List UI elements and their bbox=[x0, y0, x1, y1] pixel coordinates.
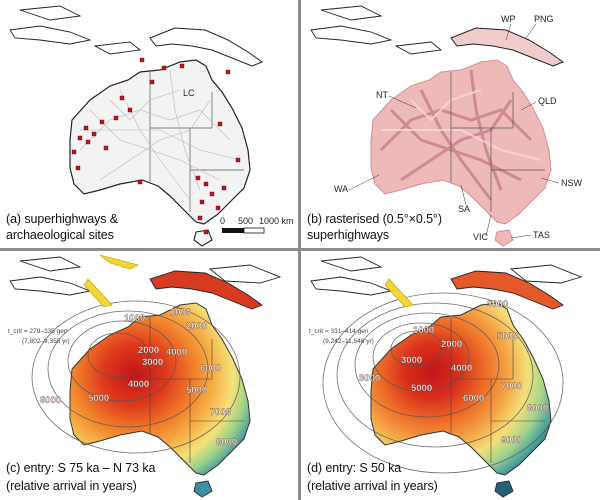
entry-arrow bbox=[384, 278, 414, 308]
tcrit-c-line2: (7,802–9,355 yr) bbox=[22, 338, 70, 345]
contour-label-c-5: 3000 bbox=[142, 357, 163, 368]
panel-b-map: WP PNG NT QLD WA SA NSW VIC TAS bbox=[310, 5, 583, 247]
tcrit-d-line1: t_crit = 331–414 gen bbox=[309, 328, 369, 335]
contour-label-c-13: 8000 bbox=[216, 437, 237, 448]
islands-outline bbox=[310, 5, 443, 55]
islands-outline bbox=[9, 5, 142, 55]
contour-label-d-10: 8000 bbox=[527, 403, 548, 414]
panel-divider-horizontal bbox=[0, 248, 600, 251]
contour-label-d-4: 3000 bbox=[487, 299, 508, 310]
islands-outline bbox=[9, 256, 282, 296]
contour-label-c-8: 5000 bbox=[186, 385, 207, 396]
caption-b-line2: superhighways bbox=[307, 228, 390, 242]
scale-tick-0: 0 bbox=[220, 216, 225, 226]
panel-c-map: t_crit = 279–335 gen (7,802–9,355 yr) 10… bbox=[8, 254, 282, 498]
superhighways-network bbox=[79, 69, 241, 201]
panel-a: LC 0 bbox=[0, 0, 298, 248]
caption-d-line1: (d) entry: S 50 ka bbox=[307, 461, 402, 475]
region-nsw: NSW bbox=[561, 178, 583, 188]
tcrit-c-line1: t_crit = 279–335 gen bbox=[8, 328, 68, 335]
tcrit-d-line2: (9,242–11,546 yr) bbox=[323, 338, 374, 345]
scale-tick-500: 500 bbox=[238, 216, 253, 226]
panel-d-map: t_crit = 331–414 gen (9,242–11,546 yr) 1… bbox=[309, 256, 583, 498]
state-borders bbox=[450, 72, 545, 212]
region-vic: VIC bbox=[473, 232, 489, 242]
contour-label-c-9: 5000 bbox=[88, 393, 109, 404]
contour-label-c-12: 8000 bbox=[40, 395, 61, 406]
panel-c: t_crit = 279–335 gen (7,802–9,355 yr) 10… bbox=[0, 251, 298, 500]
islands-outline bbox=[310, 256, 583, 296]
region-qld: QLD bbox=[538, 96, 557, 106]
tasmania-outline bbox=[193, 229, 213, 247]
contour-lines bbox=[322, 292, 564, 474]
caption-b-line1: (b) rasterised (0.5°×0.5°) bbox=[307, 212, 442, 226]
new-guinea-shade bbox=[450, 270, 564, 310]
tasmania-raster bbox=[494, 229, 514, 247]
contour-label-c-11: 7000 bbox=[210, 407, 231, 418]
label-lc: LC bbox=[183, 88, 195, 98]
region-png: PNG bbox=[534, 14, 554, 24]
contour-label-c-1: 1000 bbox=[124, 313, 145, 324]
australia-arrival-surface bbox=[370, 302, 552, 476]
contour-label-d-1: 1000 bbox=[413, 325, 434, 336]
region-tas: TAS bbox=[533, 230, 550, 240]
region-nt: NT bbox=[376, 90, 388, 100]
contour-label-d-6: 5000 bbox=[411, 383, 432, 394]
contour-label-c-10: 6000 bbox=[200, 363, 221, 374]
panel-d: t_crit = 331–414 gen (9,242–11,546 yr) 1… bbox=[301, 251, 599, 500]
contour-label-c-3: 2000 bbox=[138, 345, 159, 356]
panel-a-map: LC 0 bbox=[9, 5, 294, 247]
contour-label-c-2: 1000 bbox=[170, 307, 191, 318]
region-wp: WP bbox=[501, 14, 516, 24]
contour-label-d-12: 3000 bbox=[359, 373, 380, 384]
contour-label-c-6: 4000 bbox=[166, 347, 187, 358]
region-sa: SA bbox=[458, 204, 470, 214]
contour-label-d-7: 5000 bbox=[497, 331, 518, 342]
contour-label-d-2: 2000 bbox=[441, 339, 462, 350]
contour-label-c-4: 2000 bbox=[186, 321, 207, 332]
state-borders bbox=[450, 317, 545, 463]
caption-a-line1: (a) superhighways & bbox=[6, 212, 119, 226]
region-wa: WA bbox=[334, 184, 348, 194]
tasmania-shade bbox=[494, 480, 514, 498]
tasmania-shade bbox=[193, 480, 213, 498]
panel-b: WP PNG NT QLD WA SA NSW VIC TAS (b) rast… bbox=[301, 0, 599, 248]
contour-lines bbox=[31, 300, 241, 454]
raster-highways-light bbox=[381, 89, 542, 161]
contour-label-d-8: 6000 bbox=[463, 393, 484, 404]
state-borders bbox=[149, 317, 244, 463]
caption-d-line2: (relative arrival in years) bbox=[307, 479, 438, 493]
australia-outline bbox=[69, 59, 251, 225]
state-borders bbox=[149, 72, 244, 212]
new-guinea-outline bbox=[149, 27, 264, 67]
scale-bar: 0 500 1000 km bbox=[220, 216, 294, 234]
contour-label-d-3: 3000 bbox=[401, 355, 422, 366]
australia-raster bbox=[370, 59, 552, 225]
caption-a-line2: archaeological sites bbox=[6, 228, 114, 242]
scale-tick-1000: 1000 km bbox=[259, 216, 294, 226]
new-guinea-outline bbox=[450, 27, 565, 67]
contour-label-d-9: 7000 bbox=[501, 381, 522, 392]
entry-arrows bbox=[83, 254, 139, 308]
caption-c-line2: (relative arrival in years) bbox=[6, 479, 137, 493]
new-guinea-shade bbox=[149, 270, 263, 310]
contour-label-d-11: 9000 bbox=[501, 435, 522, 446]
region-leaders bbox=[348, 23, 560, 239]
caption-c-line1: (c) entry: S 75 ka – N 73 ka bbox=[6, 461, 156, 475]
contour-label-d-5: 4000 bbox=[451, 363, 472, 374]
archaeological-sites bbox=[71, 57, 241, 235]
contour-label-c-7: 4000 bbox=[128, 379, 149, 390]
